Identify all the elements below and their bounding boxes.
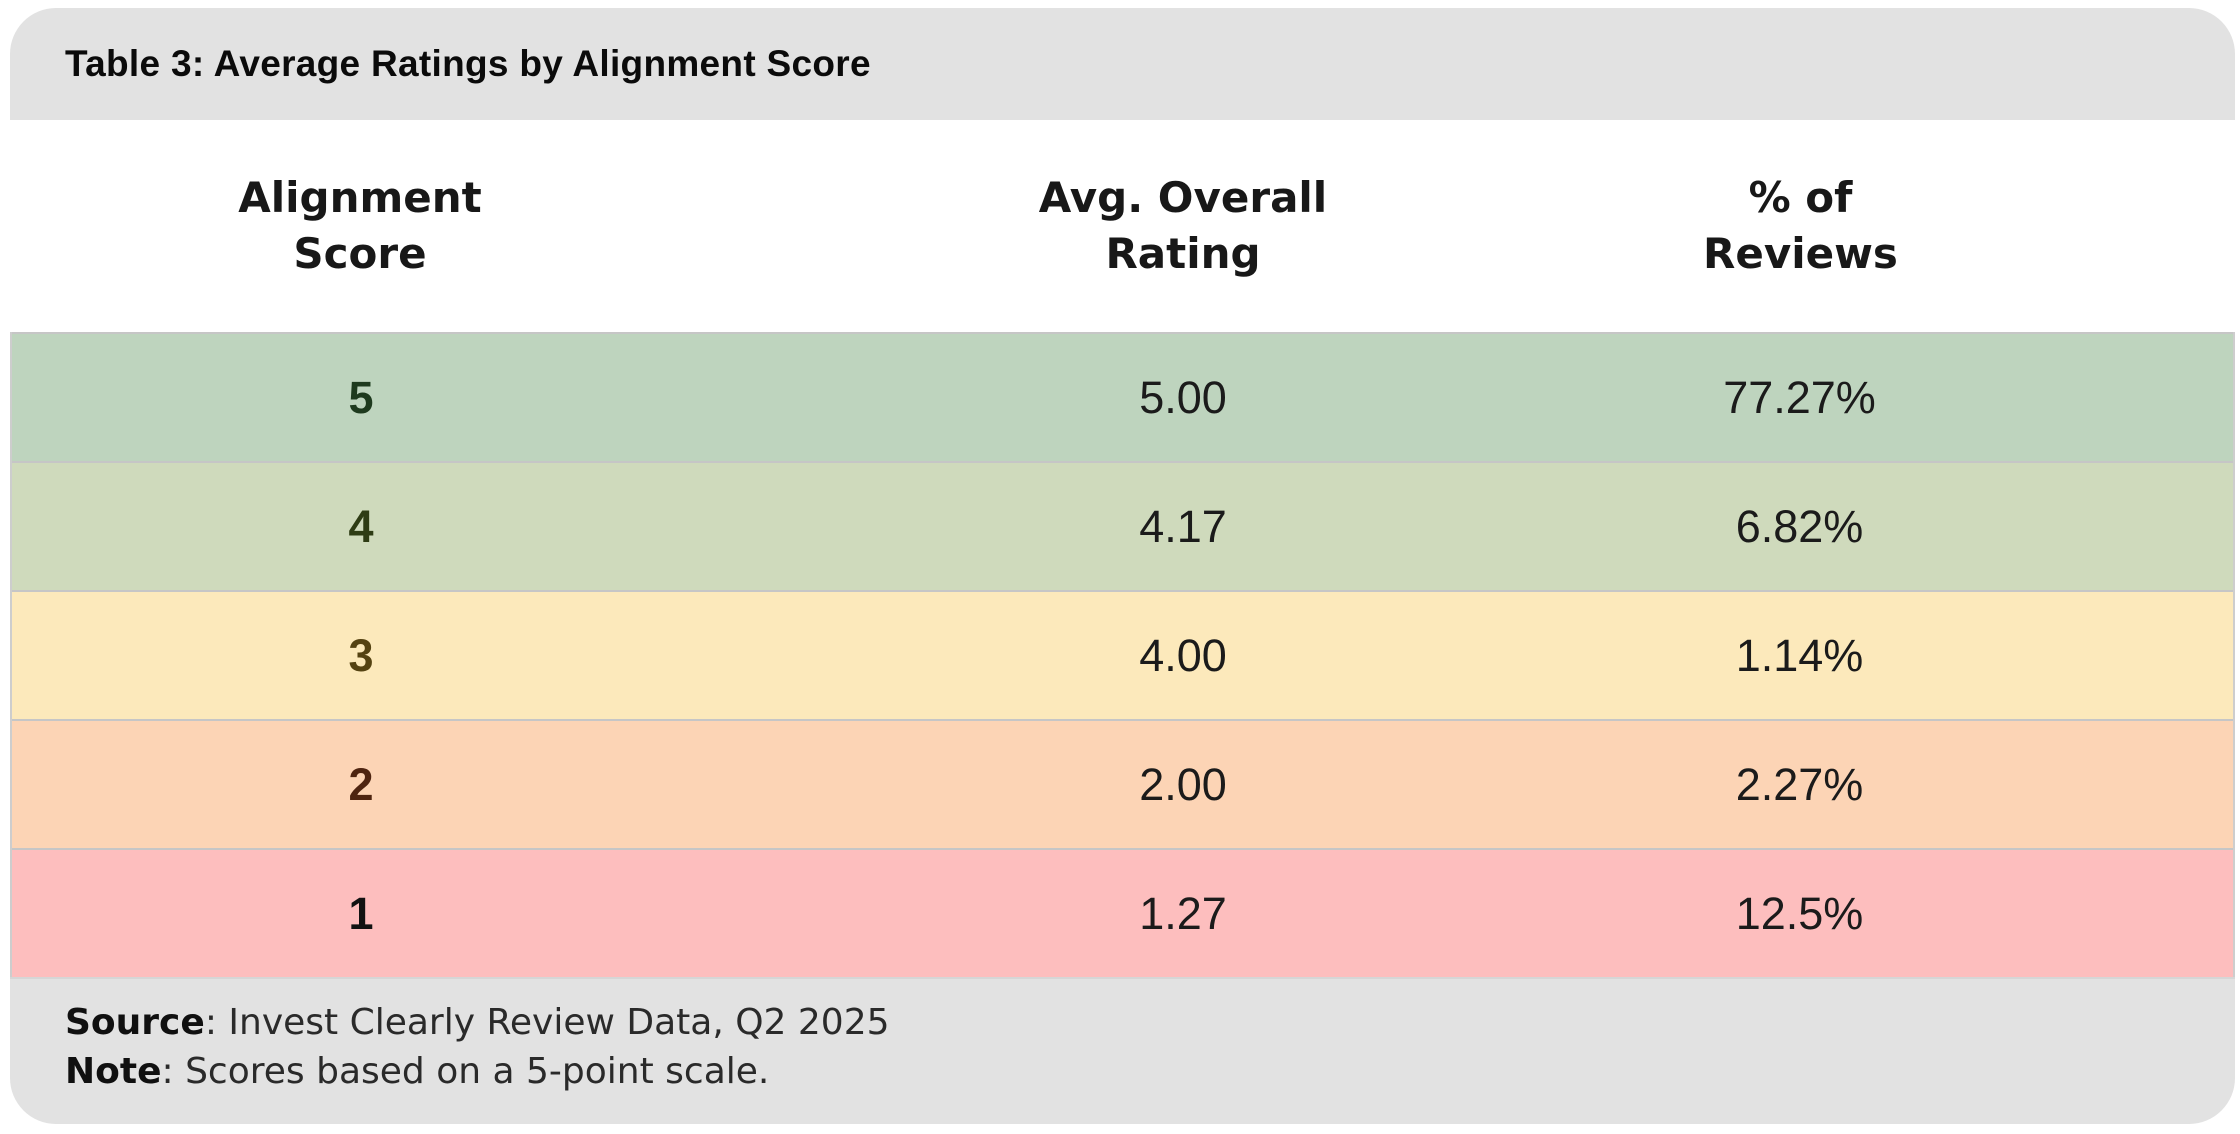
note-label: Note xyxy=(65,1050,162,1092)
table-body: 5 5.00 77.27% 4 4.17 6.82% 3 4.00 1.14% … xyxy=(10,332,2235,977)
table-title: Table 3: Average Ratings by Alignment Sc… xyxy=(65,43,871,84)
header-line: % of xyxy=(1748,173,1853,223)
table-footer: Source: Invest Clearly Review Data, Q2 2… xyxy=(10,977,2235,1124)
header-line: Avg. Overall xyxy=(1038,173,1328,223)
table-row: 4 4.17 6.82% xyxy=(12,461,2233,590)
score-cell: 2 xyxy=(348,758,374,810)
source-line: Source: Invest Clearly Review Data, Q2 2… xyxy=(65,999,2195,1048)
source-text: : Invest Clearly Review Data, Q2 2025 xyxy=(204,1002,890,1043)
source-label: Source xyxy=(65,1002,205,1043)
note-text: : Scores based on a 5-point scale. xyxy=(161,1050,770,1092)
rating-cell: 2.00 xyxy=(1139,758,1227,810)
header-line: Alignment xyxy=(238,173,482,223)
header-line: Rating xyxy=(1105,229,1261,278)
column-header-avg-overall-rating: Avg. Overall Rating xyxy=(710,170,1656,282)
note-line: Note: Scores based on a 5-point scale. xyxy=(65,1048,2195,1097)
score-cell: 3 xyxy=(348,629,374,681)
table-row: 1 1.27 12.5% xyxy=(12,848,2233,977)
score-cell: 4 xyxy=(348,500,374,552)
table-title-bar: Table 3: Average Ratings by Alignment Sc… xyxy=(10,8,2235,120)
column-header-row: Alignment Score Avg. Overall Rating % of… xyxy=(10,120,2235,332)
pct-cell: 77.27% xyxy=(1723,371,1876,423)
header-line: Score xyxy=(293,229,427,278)
header-line: Reviews xyxy=(1703,229,1898,278)
rating-cell: 4.17 xyxy=(1139,500,1227,552)
column-header-alignment-score: Alignment Score xyxy=(10,170,710,282)
table-row: 5 5.00 77.27% xyxy=(12,332,2233,461)
table-row: 2 2.00 2.27% xyxy=(12,719,2233,848)
pct-cell: 2.27% xyxy=(1735,758,1864,810)
column-header-pct-of-reviews: % of Reviews xyxy=(1656,170,2235,282)
pct-cell: 12.5% xyxy=(1735,887,1864,939)
rating-cell: 1.27 xyxy=(1139,887,1227,939)
pct-cell: 6.82% xyxy=(1735,500,1864,552)
table-row: 3 4.00 1.14% xyxy=(12,590,2233,719)
rating-cell: 4.00 xyxy=(1139,629,1227,681)
pct-cell: 1.14% xyxy=(1735,629,1864,681)
score-cell: 5 xyxy=(348,371,374,423)
rating-cell: 5.00 xyxy=(1139,371,1227,423)
score-cell: 1 xyxy=(348,887,374,939)
ratings-table-card: Table 3: Average Ratings by Alignment Sc… xyxy=(10,8,2235,1124)
